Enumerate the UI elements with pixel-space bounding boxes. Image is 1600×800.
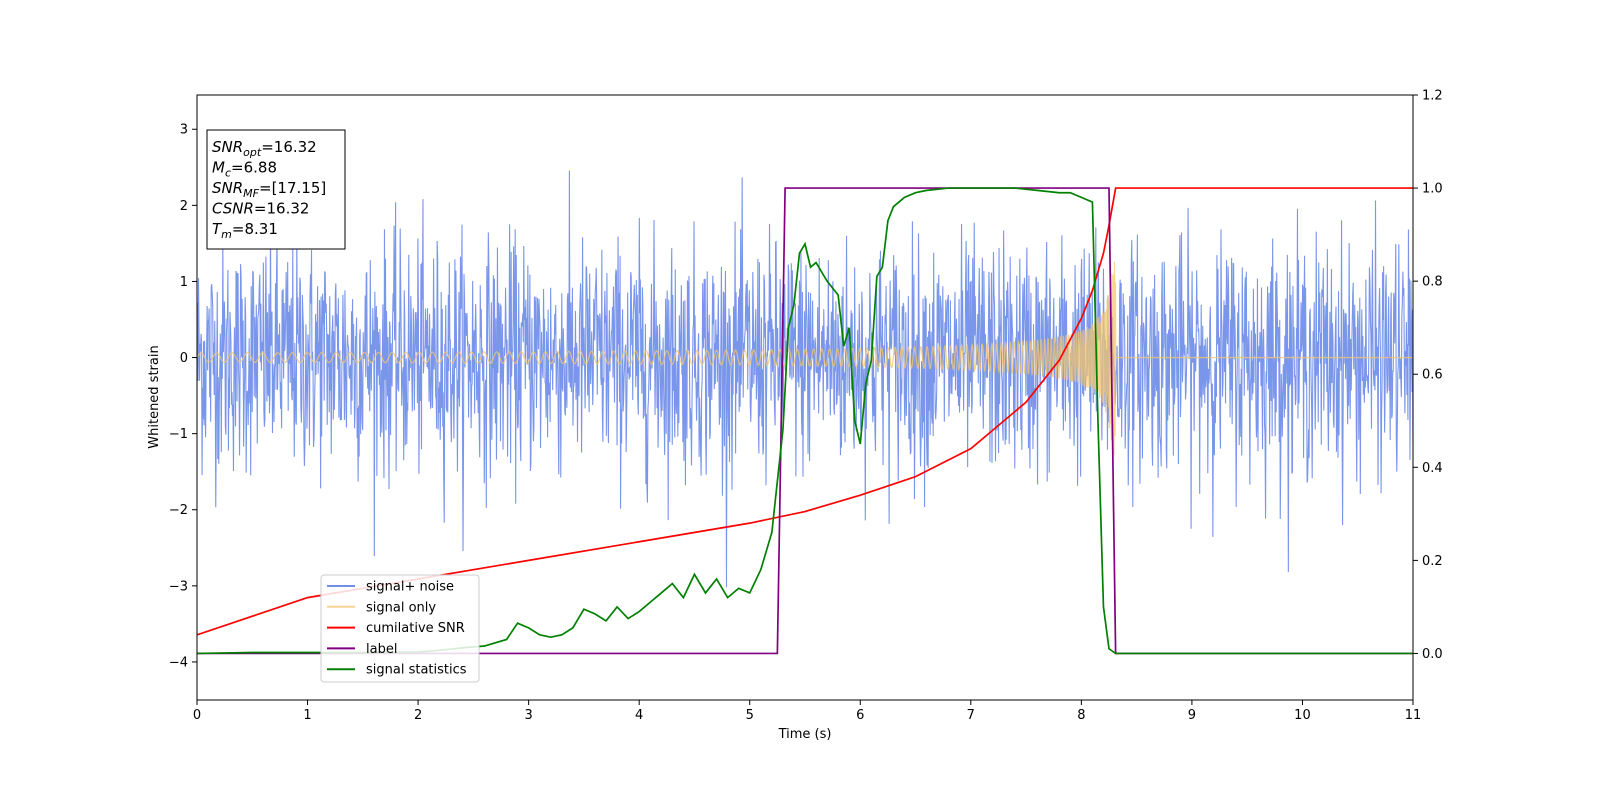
plot-frame	[196, 94, 1414, 701]
y-right-tick-label: 0.2	[1422, 554, 1443, 569]
x-tick-label: 11	[1405, 708, 1422, 723]
y-left-tick-label: −3	[169, 579, 188, 594]
legend-entry-label: signal statistics	[366, 663, 467, 678]
x-axis-label: Time (s)	[778, 727, 832, 742]
y-left-tick-label: 0	[180, 351, 188, 366]
y-right-tick-label: 0.0	[1422, 647, 1443, 662]
series-signal-statistics-line	[197, 187, 1413, 655]
info-line: CSNR=16.32	[212, 200, 309, 218]
series-signal-only-line	[197, 261, 1413, 456]
x-tick-label: 1	[303, 708, 311, 723]
y-right-tick-label: 0.8	[1422, 275, 1443, 290]
legend-entry-label: label	[366, 642, 397, 657]
axes: 0 1 2 3 4 5 6 7 8 9 10 11 −4 −3 −2 −1 0 1 2 3 0.0 0.2 0.4 0.6 0.…	[169, 89, 1443, 724]
info-line: SNRopt=16.32	[212, 138, 317, 159]
y-left-tick-label: −1	[169, 427, 188, 442]
y-left-tick-label: 3	[180, 123, 188, 138]
legend-entry-label: cumilative SNR	[366, 621, 465, 636]
series-cumilative-snr-line	[197, 187, 1413, 636]
y-right-tick-label: 1.0	[1422, 182, 1443, 197]
x-tick-label: 2	[414, 708, 422, 723]
x-tick-label: 8	[1077, 708, 1085, 723]
y-right-tick-label: 0.4	[1422, 461, 1443, 476]
legend-entry-label: signal only	[366, 600, 436, 615]
y-left-tick-label: 2	[180, 199, 188, 214]
series-signal-noise-line	[197, 170, 1413, 588]
legend: signal+ noise signal only cumilative SNR la…	[320, 574, 480, 683]
x-tick-label: 7	[967, 708, 975, 723]
x-tick-label: 5	[746, 708, 754, 723]
legend-frame	[320, 574, 480, 683]
y-right-tick-label: 1.2	[1422, 89, 1443, 104]
legend-entry-label: signal+ noise	[366, 580, 454, 595]
info-box: SNRopt=16.32Mc=6.88SNRMF=[17.15]CSNR=16.…	[206, 129, 346, 250]
y-right-tick-label: 0.6	[1422, 368, 1443, 383]
x-tick-label: 10	[1294, 708, 1311, 723]
y-left-tick-label: 1	[180, 275, 188, 290]
info-line: Tm=8.31	[212, 220, 278, 241]
info-line: Mc=6.88	[212, 159, 277, 180]
y-left-tick-label: −2	[169, 503, 188, 518]
plot-area	[197, 170, 1413, 655]
info-box-frame	[206, 129, 346, 250]
y-left-tick-label: −4	[169, 655, 188, 670]
y-axis-label: Whitened strain	[147, 345, 162, 448]
x-tick-label: 6	[856, 708, 864, 723]
x-tick-label: 9	[1188, 708, 1196, 723]
info-line: SNRMF=[17.15]	[212, 179, 326, 200]
x-tick-label: 3	[524, 708, 532, 723]
x-tick-label: 4	[635, 708, 643, 723]
x-tick-label: 0	[193, 708, 201, 723]
